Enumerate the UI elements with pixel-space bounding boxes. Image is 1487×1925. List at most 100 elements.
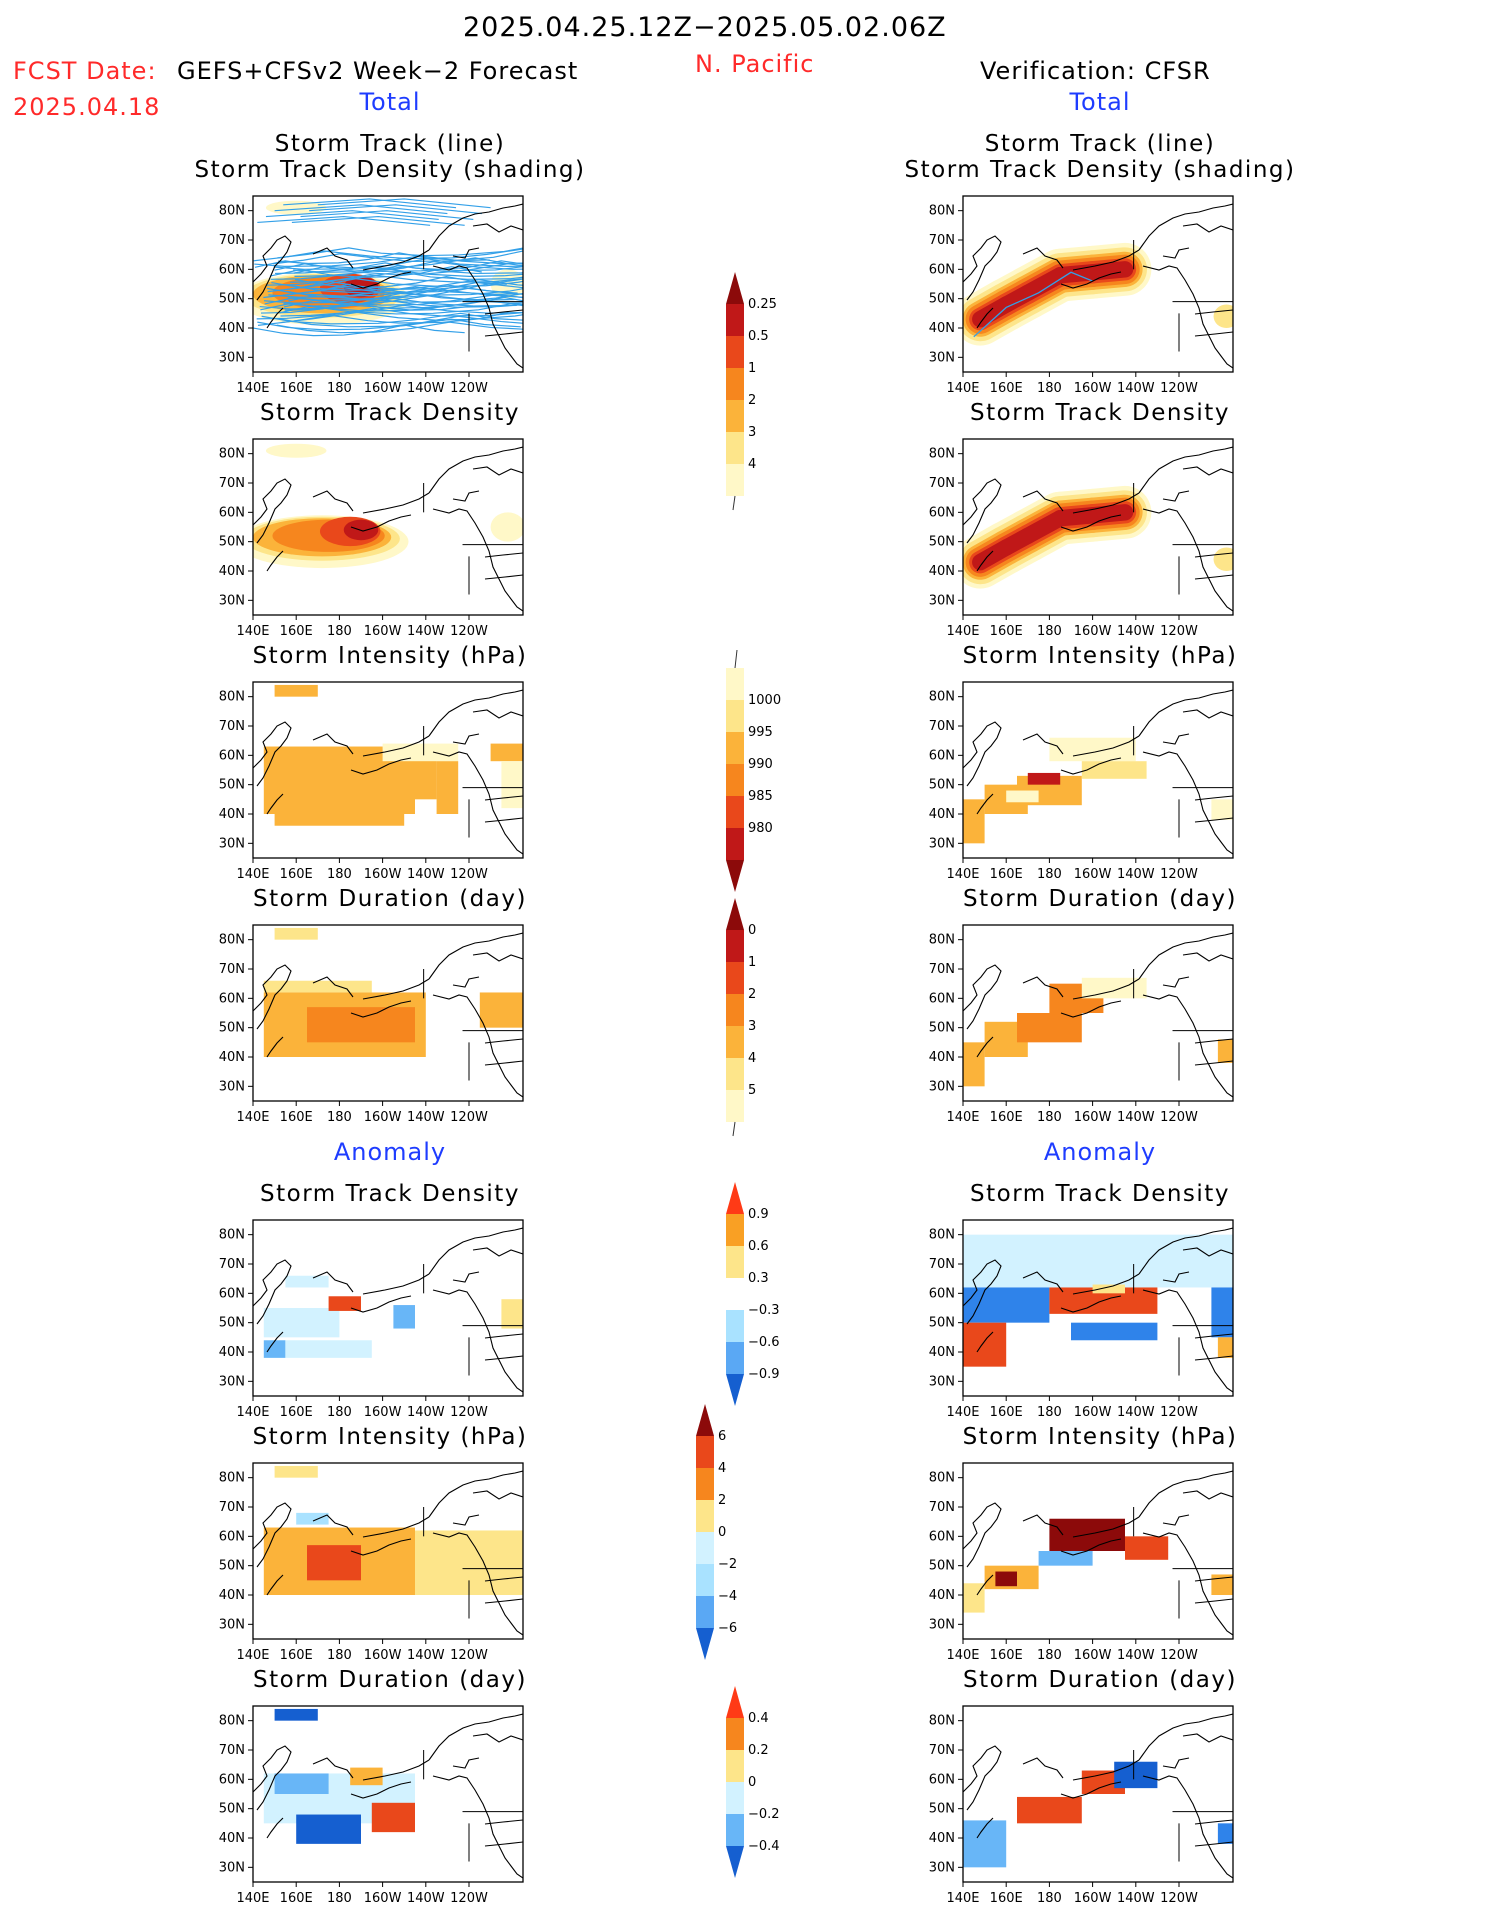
colorbar-label: 5	[748, 1083, 756, 1098]
colorbar-label: −0.2	[748, 1807, 780, 1822]
lat-tick-label: 70N	[219, 962, 245, 977]
colorbar-label: −2	[718, 1557, 737, 1572]
coastline	[350, 271, 412, 289]
coastline	[428, 446, 523, 494]
lat-tick-label: 60N	[929, 748, 955, 763]
coastline	[1072, 492, 1140, 514]
shading-cell	[995, 1571, 1017, 1587]
coastline	[963, 235, 1002, 301]
lat-tick-label: 60N	[929, 262, 955, 277]
colorbar-label: −0.6	[748, 1335, 780, 1350]
shading-cell	[479, 992, 523, 1028]
colorbar-segment	[726, 764, 744, 796]
coastline	[312, 1514, 354, 1536]
colorbar-label: 4	[718, 1461, 726, 1476]
storm-track-line	[290, 281, 523, 294]
shading-region	[490, 512, 523, 542]
lat-tick-label: 50N	[929, 535, 955, 550]
shading-cell	[285, 1340, 372, 1358]
lat-tick-label: 40N	[929, 321, 955, 336]
storm-track-line	[254, 257, 506, 270]
colorbar-label: 3	[748, 425, 756, 440]
coastline	[452, 490, 480, 502]
lat-tick-label: 60N	[219, 1772, 245, 1787]
coastline	[428, 203, 523, 251]
region-label: N. Pacific	[695, 50, 815, 78]
lon-tick-label: 140E	[946, 867, 979, 882]
shading-cell	[393, 1305, 415, 1329]
verification-label: Verification: CFSR	[980, 57, 1211, 85]
coastline-layer	[963, 1713, 1233, 1879]
coastline	[1194, 817, 1233, 823]
coastline	[472, 952, 523, 962]
shading-cell	[501, 761, 523, 809]
lon-tick-label: 140W	[407, 1405, 445, 1420]
map-frame	[962, 1705, 1234, 1883]
lat-tick-label: 70N	[929, 233, 955, 248]
storm-track-line	[288, 292, 523, 303]
shading-cell	[963, 1234, 1233, 1288]
shading-cell	[274, 814, 405, 826]
colorbar-segment	[726, 1342, 744, 1374]
lon-tick-label: 120W	[1160, 1110, 1198, 1125]
shading-cell	[1017, 1013, 1082, 1043]
lon-tick-label: 140E	[236, 1110, 269, 1125]
coastline	[350, 1538, 412, 1556]
colorbar-label: −4	[718, 1589, 737, 1604]
colorbar-label: −0.9	[748, 1367, 780, 1382]
storm-track-line	[309, 204, 483, 215]
title-l5: Storm Track Density	[260, 1181, 520, 1207]
lon-tick-label: 180	[1037, 1405, 1062, 1420]
colorbar-segment	[726, 368, 744, 400]
lat-tick-label: 50N	[929, 1021, 955, 1036]
lon-tick-label: 160W	[364, 624, 402, 639]
map-forecast-track: 80N 70N 60N 50N 40N 30N 140E 160E 180 160W 140W 120…	[219, 195, 524, 396]
map-verification-track: 80N 70N 60N 50N 40N 30N 140E 160E 180 160W 140W 120…	[929, 195, 1234, 396]
lon-tick-label: 180	[327, 1405, 352, 1420]
lat-tick-label: 60N	[219, 1529, 245, 1544]
lon-tick-label: 120W	[1160, 867, 1198, 882]
coastline	[1182, 1247, 1233, 1257]
colorbar-segment	[726, 1026, 744, 1058]
lon-tick-label: 160W	[1074, 1891, 1112, 1906]
shading-region	[265, 200, 327, 215]
coastline	[253, 235, 292, 301]
lat-tick-label: 30N	[929, 836, 955, 851]
lat-tick-label: 80N	[929, 690, 955, 705]
shading-cell	[963, 1820, 1007, 1868]
coastline-layer	[963, 1470, 1233, 1636]
shading-cell	[963, 1042, 985, 1087]
colorbar-label: 0	[748, 1775, 756, 1790]
lon-tick-label: 160W	[1074, 381, 1112, 396]
lat-tick-label: 70N	[929, 1743, 955, 1758]
colorbar-density-anomaly: 0.9 0.6 0.3 −0.3 −0.6 −0.9	[726, 1182, 780, 1406]
coastline	[432, 1289, 523, 1393]
coastline	[1022, 247, 1064, 269]
shading-band	[1084, 504, 1134, 524]
coastline	[484, 1576, 523, 1582]
colorbar-label: 0.5	[748, 329, 769, 344]
lon-tick-label: 160W	[1074, 1405, 1112, 1420]
coastline	[266, 793, 284, 815]
lon-tick-label: 140E	[236, 624, 269, 639]
coastline-layer	[253, 1227, 523, 1393]
coastline	[432, 508, 523, 612]
coastline	[428, 1227, 523, 1275]
colorbar-label: 1000	[748, 693, 781, 708]
coastline	[1194, 1598, 1233, 1604]
coastline	[350, 1781, 412, 1799]
lat-tick-label: 30N	[219, 1617, 245, 1632]
storm-track-line	[275, 262, 523, 275]
fcst-date: 2025.04.18	[13, 93, 161, 121]
map-frame	[962, 195, 1234, 373]
lon-tick-label: 180	[1037, 1648, 1062, 1663]
coastline	[1182, 466, 1233, 476]
shading-band	[1084, 261, 1134, 281]
lat-tick-label: 70N	[929, 1500, 955, 1515]
storm-track-line	[271, 278, 523, 291]
colorbar-label: 0	[718, 1525, 726, 1540]
shading-cell	[263, 1340, 286, 1358]
lat-tick-label: 50N	[929, 1802, 955, 1817]
coastline	[350, 1000, 412, 1018]
lon-tick-label: 180	[327, 867, 352, 882]
